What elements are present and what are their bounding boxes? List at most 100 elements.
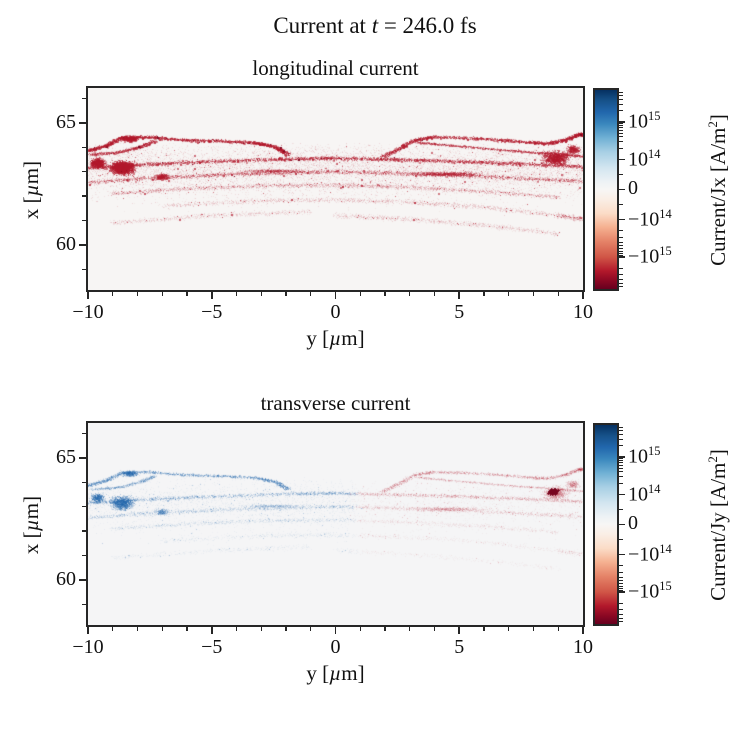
colorbar-major-tick: [619, 523, 625, 526]
mu-symbol: µ: [329, 661, 342, 685]
colorbar-major-tick: [619, 188, 625, 191]
x-minor-tick: [359, 292, 361, 296]
colorbar-minor-tick: [619, 589, 623, 591]
x-tick-label: −10: [72, 301, 104, 323]
colorbar-minor-tick: [619, 141, 623, 143]
exponent: 14: [648, 481, 661, 496]
colorbar-tick-label: 1015: [628, 444, 661, 468]
colorbar-minor-tick: [619, 427, 623, 428]
x-tick-label: −5: [201, 636, 223, 658]
colorbar-minor-tick: [619, 245, 623, 247]
colorbar-major-tick: [619, 553, 625, 556]
y-minor-tick: [82, 554, 86, 557]
y-minor-tick: [82, 195, 86, 197]
x-minor-tick: [112, 627, 114, 631]
colorbar-tick-label: 1014: [628, 146, 661, 171]
colorbar-minor-tick: [619, 617, 623, 619]
colorbar-minor-tick: [619, 430, 623, 432]
colorbar-minor-tick: [619, 433, 623, 435]
y-minor-tick: [82, 432, 86, 435]
y-minor-tick: [82, 219, 86, 222]
exponent: 15: [648, 109, 661, 123]
x-major-tick: [458, 627, 461, 634]
x-minor-tick: [112, 292, 114, 296]
x-major-tick: [582, 292, 584, 299]
x-major-tick: [210, 627, 213, 634]
y-minor-tick: [82, 530, 86, 532]
colorbar-minor-tick: [619, 147, 623, 149]
panel2-title: transverse current: [260, 391, 411, 415]
y-tick-label: 65: [56, 445, 76, 468]
figure-title: Current at t = 246.0 fs: [0, 13, 750, 39]
colorbar-major-tick: [619, 218, 625, 221]
x-major-tick: [334, 292, 337, 299]
x-major-tick: [334, 627, 337, 634]
colorbar-major-tick: [619, 591, 625, 593]
x-minor-tick: [186, 627, 188, 631]
colorbar-minor-tick: [619, 252, 623, 254]
x-minor-tick: [557, 292, 559, 296]
colorbar-minor-tick: [619, 609, 623, 611]
x-major-tick: [87, 627, 89, 634]
colorbar-minor-tick: [619, 254, 623, 256]
colorbar-minor-tick: [619, 92, 623, 93]
colorbar-minor-tick: [619, 127, 623, 129]
colorbar-minor-tick: [619, 464, 623, 466]
panel2-colorbar-gradient: [595, 425, 617, 624]
colorbar-minor-tick: [619, 286, 623, 287]
colorbar-major-tick: [619, 456, 625, 458]
colorbar-tick-label: −1015: [628, 244, 672, 268]
x-minor-tick: [285, 627, 287, 631]
panel1-ylabel: x [µm]: [19, 160, 43, 220]
y-major-tick: [79, 457, 86, 459]
panel2-colorbar: [593, 423, 619, 626]
y-tick-label: 60: [56, 567, 76, 590]
colorbar-minor-tick: [619, 250, 623, 252]
x-tick-label: 0: [330, 636, 341, 658]
colorbar-major-tick: [619, 121, 625, 123]
y-minor-tick: [82, 506, 86, 508]
figure-title-post: = 246.0 fs: [378, 13, 477, 38]
colorbar-minor-tick: [619, 460, 623, 462]
colorbar-tick-label: 1015: [628, 109, 661, 133]
x-minor-tick: [161, 292, 163, 296]
mu-symbol: µ: [19, 184, 43, 197]
y-minor-tick: [82, 146, 86, 148]
x-minor-tick: [235, 292, 238, 296]
colorbar-minor-tick: [619, 576, 623, 578]
panel1-colorbar-gradient: [595, 90, 617, 289]
x-minor-tick: [532, 292, 535, 296]
y-major-tick: [79, 244, 86, 246]
colorbar-minor-tick: [619, 274, 623, 276]
exponent: 15: [648, 444, 661, 458]
exponent: 14: [659, 206, 672, 221]
colorbar-minor-tick: [619, 236, 623, 238]
colorbar-minor-tick: [619, 125, 623, 127]
x-minor-tick: [136, 292, 139, 296]
x-tick-label: 5: [454, 301, 465, 323]
x-minor-tick: [409, 292, 411, 296]
colorbar-minor-tick: [619, 123, 623, 125]
colorbar-minor-tick: [619, 583, 623, 585]
y-minor-tick: [82, 481, 86, 483]
x-minor-tick: [260, 627, 262, 631]
x-major-tick: [210, 292, 213, 299]
colorbar-minor-tick: [619, 462, 623, 464]
colorbar-minor-tick: [619, 132, 623, 134]
panel2-ylabel: x [µm]: [19, 495, 43, 555]
x-minor-tick: [310, 627, 312, 631]
colorbar-minor-tick: [619, 267, 623, 269]
panel1-axes: [86, 86, 585, 292]
x-major-tick: [582, 627, 584, 634]
x-minor-tick: [483, 292, 485, 296]
colorbar-minor-tick: [619, 585, 623, 587]
colorbar-tick-label: 1014: [628, 481, 661, 506]
x-minor-tick: [235, 627, 238, 631]
x-minor-tick: [285, 292, 287, 296]
x-minor-tick: [384, 292, 386, 296]
colorbar-minor-tick: [619, 614, 623, 616]
y-minor-tick: [82, 268, 86, 270]
x-minor-tick: [310, 292, 312, 296]
x-tick-label: 10: [573, 301, 593, 323]
colorbar-minor-tick: [619, 482, 623, 484]
